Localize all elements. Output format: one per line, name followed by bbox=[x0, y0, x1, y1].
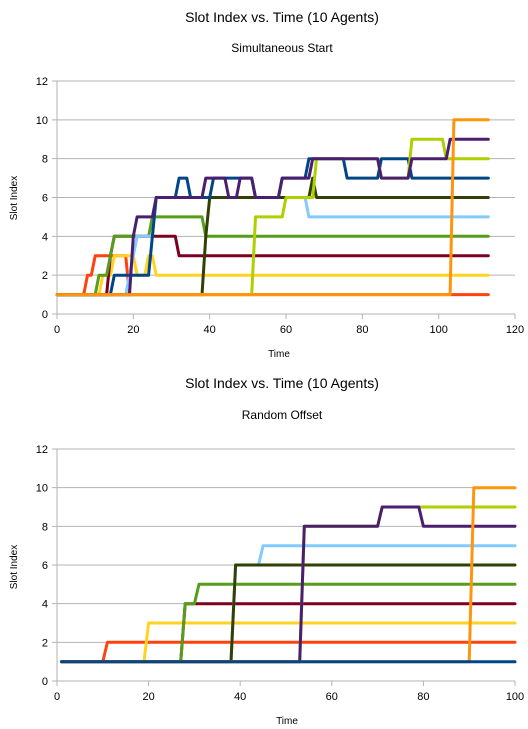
y-tick-label: 6 bbox=[42, 193, 48, 205]
plot-area: 0 2 4 6 8 10 12 0 20 40 60 80 100 bbox=[36, 444, 524, 703]
x-axis-label: Time bbox=[276, 716, 298, 727]
x-tick-label: 20 bbox=[127, 324, 139, 336]
x-tick-label: 100 bbox=[429, 324, 447, 336]
y-tick-label: 8 bbox=[42, 521, 48, 533]
chart-random-offset: Slot Index vs. Time (10 Agents) Random O… bbox=[9, 375, 524, 727]
x-axis-label: Time bbox=[268, 349, 290, 360]
y-tick-label: 6 bbox=[42, 560, 48, 572]
x-tick-label: 120 bbox=[506, 324, 524, 336]
chart-title: Slot Index vs. Time (10 Agents) bbox=[185, 375, 379, 391]
x-tick-label: 0 bbox=[54, 691, 60, 703]
series-line-10 bbox=[55, 118, 490, 297]
chart-simultaneous-start: Slot Index vs. Time (10 Agents) Simultan… bbox=[9, 9, 524, 360]
series-line-1 bbox=[60, 640, 517, 664]
y-axis-label: Slot Index bbox=[9, 176, 20, 220]
x-tick-label: 60 bbox=[280, 324, 292, 336]
x-tick-label: 60 bbox=[326, 691, 338, 703]
series-line-3 bbox=[55, 234, 490, 297]
chart-title: Slot Index vs. Time (10 Agents) bbox=[185, 9, 379, 25]
x-tick-label: 80 bbox=[356, 324, 368, 336]
x-tick-label: 40 bbox=[204, 324, 216, 336]
y-tick-label: 8 bbox=[42, 154, 48, 166]
chart-subtitle: Random Offset bbox=[242, 408, 323, 422]
series-line-6 bbox=[60, 563, 517, 664]
x-tick-label: 20 bbox=[142, 691, 154, 703]
series-line-9 bbox=[55, 137, 490, 297]
series-line-5 bbox=[55, 196, 490, 297]
y-tick-label: 10 bbox=[36, 483, 48, 495]
series-line-4 bbox=[55, 215, 490, 297]
y-tick-label: 10 bbox=[36, 115, 48, 127]
y-tick-label: 0 bbox=[42, 309, 48, 321]
y-tick-label: 2 bbox=[42, 637, 48, 649]
x-tick-label: 100 bbox=[506, 691, 524, 703]
series-line-9 bbox=[60, 486, 517, 664]
y-tick-label: 4 bbox=[42, 231, 48, 243]
x-tick-label: 0 bbox=[54, 324, 60, 336]
y-tick-label: 4 bbox=[42, 599, 48, 611]
y-tick-label: 12 bbox=[36, 76, 48, 88]
series-line-3 bbox=[60, 602, 517, 664]
y-tick-label: 12 bbox=[36, 444, 48, 456]
series-line-2 bbox=[55, 254, 490, 297]
y-tick-label: 0 bbox=[42, 676, 48, 688]
chart-subtitle: Simultaneous Start bbox=[231, 41, 333, 55]
x-tick-label: 80 bbox=[417, 691, 429, 703]
y-axis-label: Slot Index bbox=[9, 545, 20, 589]
y-tick-label: 2 bbox=[42, 270, 48, 282]
x-tick-label: 40 bbox=[234, 691, 246, 703]
series-line-8 bbox=[60, 505, 517, 664]
